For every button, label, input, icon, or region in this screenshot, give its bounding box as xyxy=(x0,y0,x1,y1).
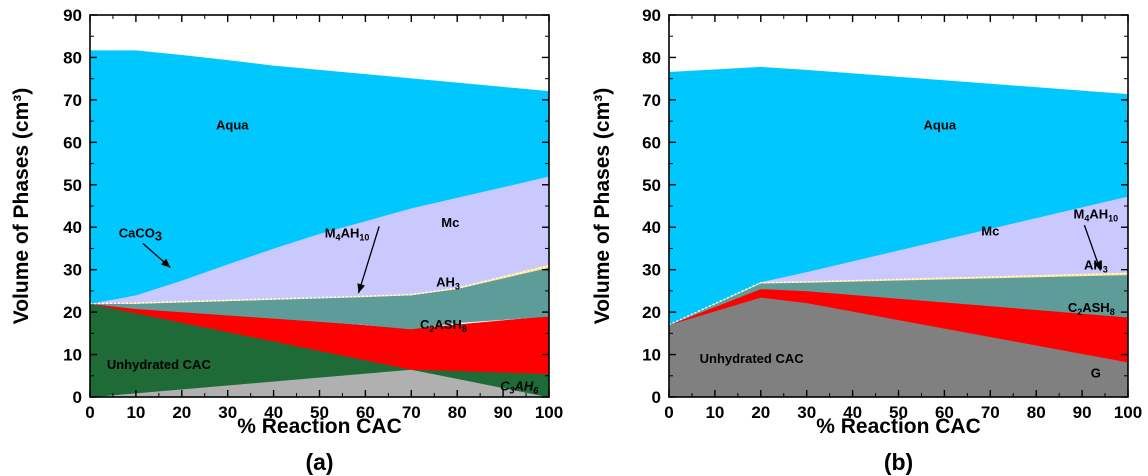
y-tick-label: 40 xyxy=(63,218,82,237)
y-tick-label: 0 xyxy=(652,388,661,407)
x-tick-label: 20 xyxy=(751,403,770,422)
x-tick-label: 50 xyxy=(889,403,908,422)
y-tick-label: 90 xyxy=(642,6,661,25)
y-tick-label: 50 xyxy=(642,176,661,195)
phase-label-m4ah10: M4AH10 xyxy=(1074,206,1119,223)
phase-label-caco3: CaCO3 xyxy=(119,226,162,244)
y-tick-label: 60 xyxy=(642,133,661,152)
y-tick-label: 30 xyxy=(642,261,661,280)
x-axis-title: % Reaction CAC xyxy=(816,415,981,438)
phase-label-aqua: Aqua xyxy=(924,117,957,132)
y-axis-title: Volume of Phases (cm³) xyxy=(10,88,33,325)
panel-label: (b) xyxy=(884,449,913,475)
phase-label-unhydrated-cac: Unhydrated CAC xyxy=(700,351,805,366)
x-tick-label: 80 xyxy=(1027,403,1046,422)
y-tick-label: 20 xyxy=(63,303,82,322)
phase-label-c2ash8: C2ASH8 xyxy=(1068,300,1115,317)
y-tick-label: 50 xyxy=(63,176,82,195)
annotation-arrow-head xyxy=(1093,260,1102,271)
x-tick-label: 90 xyxy=(494,403,513,422)
y-tick-label: 10 xyxy=(63,346,82,365)
annotation-arrow-head xyxy=(160,258,171,268)
x-tick-label: 10 xyxy=(705,403,724,422)
y-tick-label: 70 xyxy=(63,91,82,110)
x-tick-label: 90 xyxy=(1073,403,1092,422)
y-tick-label: 60 xyxy=(63,133,82,152)
panel-label: (a) xyxy=(305,449,333,475)
phase-label-unhydrated-cac: Unhydrated CAC xyxy=(107,357,212,372)
phase-label-ah3: AH3 xyxy=(1084,257,1108,274)
x-tick-label: 70 xyxy=(402,403,421,422)
y-tick-label: 30 xyxy=(63,261,82,280)
x-tick-label: 40 xyxy=(264,403,283,422)
x-tick-label: 100 xyxy=(1114,403,1142,422)
phase-label-ah3: AH3 xyxy=(436,274,460,291)
phase-label-aqua: Aqua xyxy=(216,117,249,132)
panel-a: 0 10 20 30 40 50 60 70 80 90 100 0 10 20 30 40 50 60 70 80 9… xyxy=(10,6,563,475)
x-tick-label: 0 xyxy=(664,403,673,422)
x-axis-title: % Reaction CAC xyxy=(237,415,402,438)
x-tick-label: 10 xyxy=(126,403,145,422)
y-tick-label: 80 xyxy=(63,48,82,67)
y-tick-label: 40 xyxy=(642,218,661,237)
x-tick-label: 60 xyxy=(935,403,954,422)
phase-label-mc: Mc xyxy=(441,215,459,230)
x-tick-label: 60 xyxy=(356,403,375,422)
x-tick-label: 100 xyxy=(535,403,563,422)
x-tick-label: 30 xyxy=(218,403,237,422)
y-tick-label: 20 xyxy=(642,303,661,322)
x-tick-label: 70 xyxy=(981,403,1000,422)
phase-label-g: G xyxy=(1091,366,1101,381)
y-tick-label: 10 xyxy=(642,346,661,365)
x-tick-label: 30 xyxy=(797,403,816,422)
y-tick-label: 0 xyxy=(73,388,82,407)
phase-label-c2ash8: C2ASH8 xyxy=(420,317,467,334)
x-tick-label: 80 xyxy=(448,403,467,422)
phase-label-mc: Mc xyxy=(981,223,999,238)
x-tick-label: 40 xyxy=(843,403,862,422)
y-tick-label: 80 xyxy=(642,48,661,67)
phase-label-m4ah10: M4AH10 xyxy=(325,226,370,243)
y-tick-label: 90 xyxy=(63,6,82,25)
x-tick-label: 20 xyxy=(172,403,191,422)
annotation-arrow-line xyxy=(357,226,380,294)
y-tick-label: 70 xyxy=(642,91,661,110)
x-tick-label: 0 xyxy=(85,403,94,422)
panel-b: 0 10 20 30 40 50 60 70 80 90 100 0 10 20 30 40 50 60 70 80 9… xyxy=(591,6,1142,475)
phase-label-c3ah6: C3AH6 xyxy=(500,378,539,395)
annotation-arrow-head xyxy=(357,283,366,294)
y-axis-title: Volume of Phases (cm³) xyxy=(591,88,614,325)
x-tick-label: 50 xyxy=(310,403,329,422)
